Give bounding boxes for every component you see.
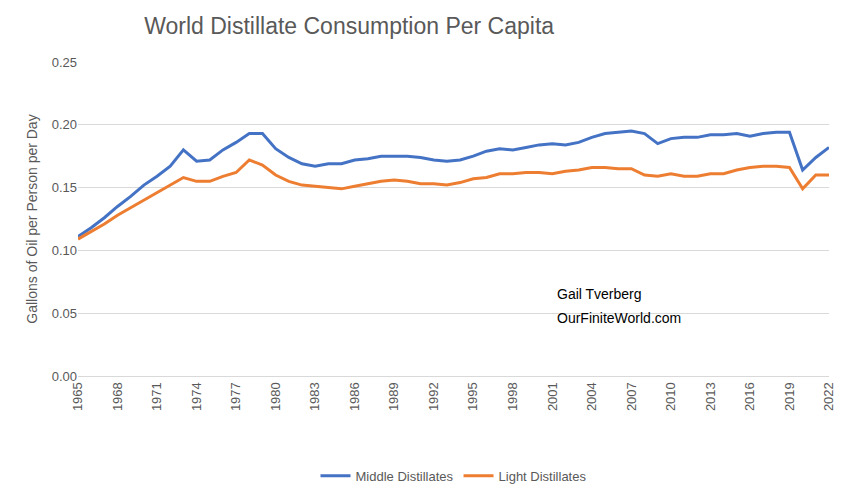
svg-text:2019: 2019 — [782, 382, 797, 411]
svg-text:World Distillate Consumption P: World Distillate Consumption Per Capita — [144, 13, 554, 39]
svg-text:Gallons of Oil per Person per: Gallons of Oil per Person per Day — [24, 114, 40, 323]
svg-text:0.00: 0.00 — [52, 369, 77, 384]
svg-text:OurFiniteWorld.com: OurFiniteWorld.com — [557, 310, 681, 326]
svg-text:2004: 2004 — [584, 382, 599, 411]
svg-text:Light Distillates: Light Distillates — [499, 469, 587, 484]
svg-text:1983: 1983 — [307, 382, 322, 411]
svg-text:0.20: 0.20 — [52, 117, 77, 132]
svg-text:0.15: 0.15 — [52, 180, 77, 195]
svg-text:0.10: 0.10 — [52, 243, 77, 258]
svg-text:2016: 2016 — [742, 382, 757, 411]
svg-text:1980: 1980 — [268, 382, 283, 411]
svg-text:1974: 1974 — [189, 382, 204, 411]
svg-text:2001: 2001 — [545, 382, 560, 411]
svg-text:Gail Tverberg: Gail Tverberg — [557, 286, 642, 302]
svg-text:2007: 2007 — [624, 382, 639, 411]
svg-text:1968: 1968 — [110, 382, 125, 411]
svg-text:1998: 1998 — [505, 382, 520, 411]
svg-text:0.25: 0.25 — [52, 55, 77, 70]
svg-text:1986: 1986 — [347, 382, 362, 411]
svg-text:1971: 1971 — [149, 382, 164, 411]
svg-text:1977: 1977 — [228, 382, 243, 411]
svg-text:Middle Distillates: Middle Distillates — [356, 469, 454, 484]
svg-text:2013: 2013 — [703, 382, 718, 411]
svg-text:1989: 1989 — [386, 382, 401, 411]
svg-text:1995: 1995 — [465, 382, 480, 411]
svg-text:2022: 2022 — [821, 382, 836, 411]
svg-text:2010: 2010 — [663, 382, 678, 411]
svg-text:0.05: 0.05 — [52, 306, 77, 321]
svg-text:1965: 1965 — [70, 382, 85, 411]
svg-text:1992: 1992 — [426, 382, 441, 411]
